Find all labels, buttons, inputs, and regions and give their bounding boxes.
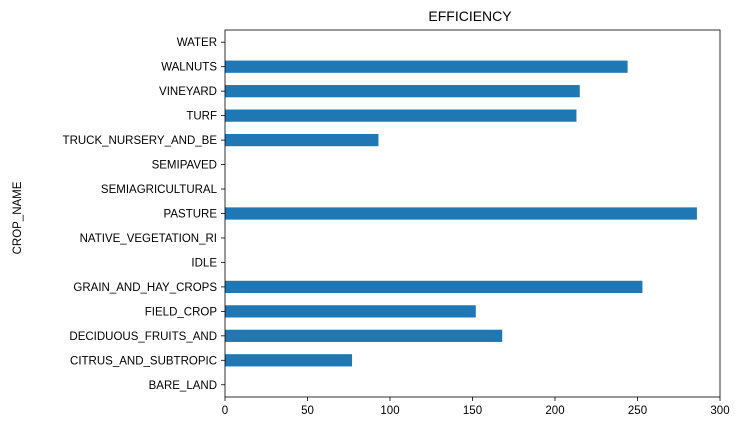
bar-7: [225, 207, 697, 220]
y-tick-label: TURF: [186, 111, 217, 123]
bar-10: [225, 133, 379, 147]
bar-11: [225, 109, 577, 122]
bar-13: [225, 60, 628, 73]
y-tick-label: DECIDUOUS_FRUITS_AND: [69, 331, 217, 343]
y-tick-label: GRAIN_AND_HAY_CROPS: [73, 282, 217, 294]
y-tick-label: TRUCK_NURSERY_AND_BE: [63, 135, 218, 147]
y-tick-label: WATER: [177, 37, 217, 49]
x-tick-label: 150: [463, 405, 482, 417]
y-tick-label: NATIVE_VEGETATION_RI: [80, 233, 217, 245]
bar-3: [225, 305, 476, 318]
y-axis-label: CROP_NAME: [12, 181, 24, 254]
x-tick-label: 200: [545, 405, 564, 417]
bar-2: [225, 329, 503, 342]
plot-frame: [224, 29, 721, 398]
y-tick-label: WALNUTS: [161, 62, 217, 74]
bar-12: [225, 85, 580, 98]
bar-1: [225, 354, 353, 367]
y-tick-label: IDLE: [191, 257, 217, 269]
y-tick-label: FIELD_CROP: [145, 306, 218, 318]
y-tick-label: BARE_LAND: [149, 380, 217, 392]
y-tick-label: SEMIAGRICULTURAL: [101, 184, 218, 196]
chart-title: EFFICIENCY: [428, 8, 512, 24]
bar-4: [225, 280, 643, 294]
bars-group: [225, 60, 697, 367]
x-tick-label: 0: [222, 405, 228, 417]
y-tick-label: VINEYARD: [159, 86, 217, 98]
y-ticks-group: BARE_LAND CITRUS_AND_SUBTROPIC DECIDUOUS_F…: [63, 37, 225, 392]
x-tick-label: 100: [380, 405, 399, 417]
y-tick-label: CITRUS_AND_SUBTROPIC: [70, 355, 217, 367]
x-tick-label: 250: [628, 405, 647, 417]
y-tick-label: SEMIPAVED: [152, 160, 217, 172]
y-tick-label: PASTURE: [164, 209, 218, 221]
x-tick-label: 50: [301, 405, 314, 417]
x-tick-label: 300: [710, 405, 729, 417]
x-ticks-group: 0 50 100 150 200 250 300: [222, 397, 730, 417]
